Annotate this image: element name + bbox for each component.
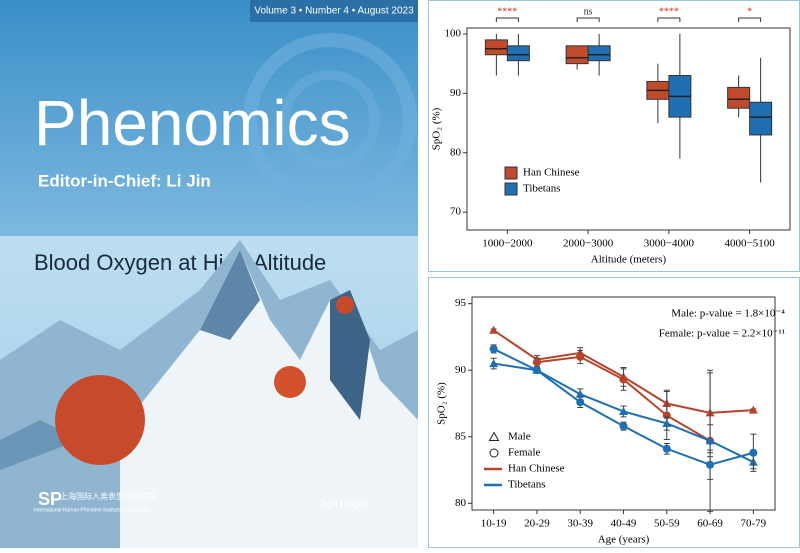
panel: [428, 277, 800, 548]
marker: [489, 344, 498, 353]
box: [484, 39, 508, 56]
box: [587, 45, 611, 62]
significance: ns: [584, 6, 593, 17]
institute-en: International Human Phenome Institutes (…: [34, 507, 149, 513]
y-tick-label: 90: [450, 87, 462, 99]
legend-label: Male: [508, 431, 531, 443]
y-tick-label: 95: [455, 297, 467, 309]
marker: [662, 418, 672, 427]
x-tick-label: 1000−2000: [482, 238, 533, 250]
y-tick-label: 85: [455, 430, 467, 442]
publisher: Springer: [320, 496, 369, 511]
marker: [575, 389, 585, 398]
cover: Volume 3 • Number 4 • August 2023 Phenom…: [0, 0, 418, 548]
marker: [576, 398, 585, 407]
marker: [748, 405, 758, 414]
marker: [576, 352, 585, 361]
y-tick-label: 100: [445, 27, 462, 39]
y-axis-label: SpO₂ (%): [431, 107, 443, 150]
marker: [489, 448, 499, 458]
annotation: Female: p-value = 2.2×10⁻¹¹: [659, 328, 785, 340]
x-axis-label: Age (years): [598, 534, 650, 546]
x-tick-label: 60-69: [697, 518, 723, 530]
significance: ****: [497, 6, 517, 17]
issue-bar: [250, 0, 418, 22]
marker: [619, 422, 628, 431]
legend-label: Tibetans: [508, 479, 546, 491]
legend-label: Tibetans: [523, 183, 561, 195]
marker: [749, 448, 758, 457]
x-tick-label: 50-59: [654, 518, 680, 530]
box: [506, 45, 530, 62]
x-tick-label: 3000−4000: [644, 238, 695, 250]
significance-bracket: [657, 17, 681, 22]
significance-bracket: [576, 17, 600, 22]
institute: 上海国际人类表型组研究院: [60, 491, 156, 501]
marker: [619, 406, 628, 415]
marker: [488, 431, 500, 441]
legend-label: Han Chinese: [508, 463, 565, 475]
significance-bracket: [495, 17, 519, 22]
mountain: [330, 290, 370, 420]
logo: SP: [38, 489, 62, 509]
annotation: Male: p-value = 1.8×10⁻⁴: [671, 308, 785, 320]
headline: Blood Oxygen at High Altitude: [34, 250, 326, 275]
legend-swatch: [504, 182, 518, 196]
significance: ****: [659, 6, 679, 17]
panel: [428, 0, 800, 272]
issue: Volume 3 • Number 4 • August 2023: [254, 6, 414, 17]
journal: Phenomics: [34, 87, 351, 159]
marker: [489, 359, 499, 368]
significance-bracket: [738, 17, 762, 22]
x-tick-label: 4000−5100: [725, 238, 776, 250]
x-tick-label: 40-49: [611, 518, 637, 530]
editor: Editor-in-Chief: Li Jin: [38, 171, 211, 190]
x-tick-label: 20-29: [524, 518, 550, 530]
marker: [705, 436, 715, 445]
y-tick-label: 70: [450, 206, 462, 218]
x-tick-label: 2000−3000: [563, 238, 614, 250]
marker: [706, 460, 715, 469]
x-tick-label: 10-19: [481, 518, 507, 530]
figure: [55, 375, 145, 465]
significance: *: [747, 6, 752, 17]
x-tick-label: 70-79: [741, 518, 767, 530]
y-tick-label: 90: [455, 364, 467, 376]
marker: [662, 444, 671, 453]
legend-swatch: [504, 166, 518, 180]
marker: [532, 366, 541, 375]
legend-label: Han Chinese: [523, 167, 580, 179]
decor: [243, 33, 417, 207]
figure: [274, 366, 306, 398]
marker: [619, 375, 628, 384]
decor: [280, 70, 380, 170]
box: [749, 101, 773, 136]
figure: [336, 296, 354, 314]
y-tick-label: 80: [455, 497, 467, 509]
x-tick-label: 30-39: [567, 518, 593, 530]
marker: [489, 325, 499, 334]
marker: [532, 358, 541, 367]
mountain: [200, 250, 260, 340]
y-axis-label: SpO₂ (%): [436, 382, 448, 425]
marker: [662, 411, 671, 420]
y-tick-label: 80: [450, 146, 462, 158]
x-axis-label: Altitude (meters): [591, 254, 667, 266]
legend-label: Female: [508, 447, 540, 459]
plot-frame: [466, 27, 791, 231]
box: [727, 86, 751, 109]
box: [565, 45, 589, 65]
